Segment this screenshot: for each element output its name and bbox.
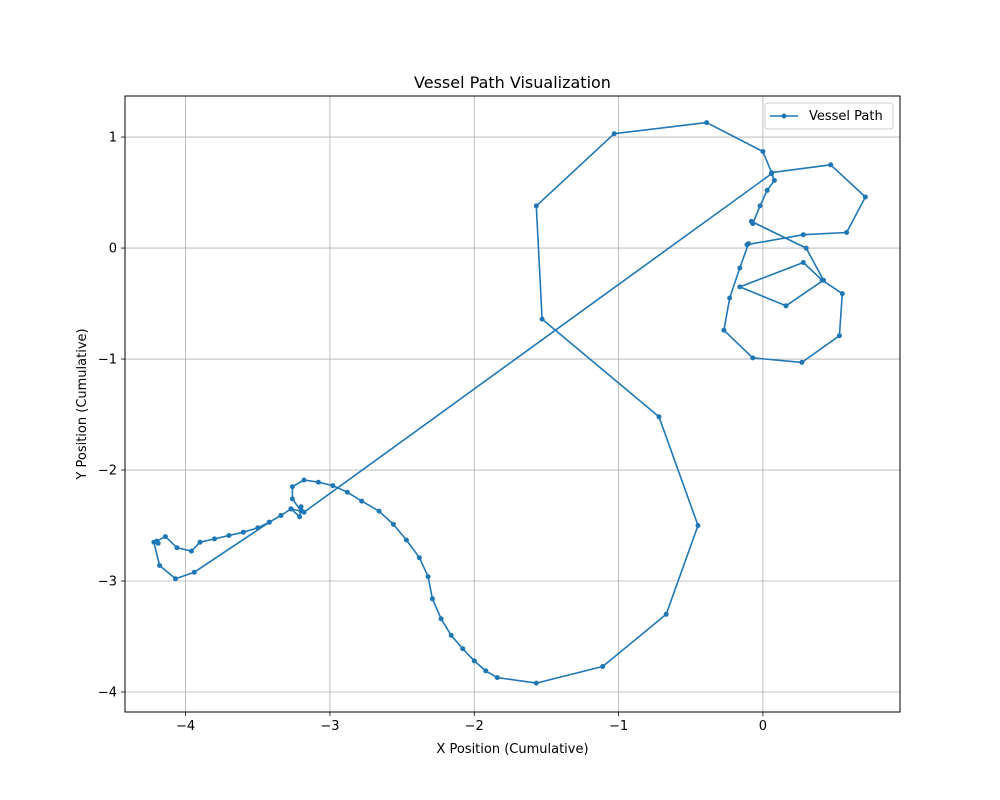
data-point: [315, 479, 321, 485]
grid-lines: [125, 96, 900, 712]
data-point: [191, 569, 197, 575]
data-point: [438, 616, 444, 622]
legend-label-vessel-path: Vessel Path: [809, 109, 883, 124]
x-tick-label: −1: [609, 719, 628, 734]
data-point: [844, 230, 850, 235]
data-point: [330, 483, 336, 489]
y-tick-label: 0: [109, 242, 117, 257]
data-point: [839, 291, 845, 297]
data-point: [359, 498, 365, 504]
plot-area-background: [125, 96, 900, 712]
data-point: [174, 545, 180, 551]
data-point: [611, 131, 617, 137]
axis-ticks: −4 −3 −2 −1 0 −4 −3 −2 −1 0 1: [98, 131, 767, 734]
data-point: [460, 646, 466, 652]
data-point: [197, 539, 203, 545]
data-point: [760, 149, 766, 154]
x-tick-label: −4: [176, 719, 195, 734]
data-point: [226, 533, 232, 538]
data-point: [721, 327, 727, 333]
data-point: [425, 574, 431, 580]
data-point: [255, 525, 261, 531]
data-point: [298, 504, 304, 510]
y-tick-label: −2: [98, 464, 117, 479]
data-point: [151, 539, 157, 545]
x-tick-label: −2: [465, 719, 484, 734]
data-point: [737, 265, 743, 271]
data-point: [862, 194, 868, 200]
data-point: [188, 548, 194, 554]
plot-area-frame: [124, 95, 901, 713]
x-tick-label: 0: [759, 719, 767, 734]
data-point: [301, 477, 307, 483]
data-point: [800, 232, 806, 238]
x-tick-label: −3: [320, 719, 339, 734]
data-point: [821, 277, 826, 283]
data-point: [483, 668, 489, 674]
data-point: [289, 484, 295, 490]
data-point: [390, 521, 396, 527]
data-point: [836, 333, 842, 339]
data-point: [533, 203, 539, 209]
y-tick-label: −1: [98, 353, 117, 368]
data-point: [800, 260, 806, 265]
data-point: [416, 555, 422, 561]
data-point: [212, 536, 217, 542]
y-tick-label: −4: [98, 686, 117, 701]
data-point: [376, 508, 382, 514]
y-axis-label: Y Position (Cumulative): [75, 328, 90, 480]
data-point: [266, 519, 272, 525]
y-tick-label: 1: [109, 131, 117, 146]
data-point: [764, 187, 770, 193]
data-point: [656, 414, 662, 420]
legend-marker-swatch: [781, 113, 787, 119]
data-point: [600, 664, 606, 669]
data-point: [704, 120, 710, 126]
data-point: [157, 563, 163, 568]
data-point: [783, 303, 789, 309]
data-point: [769, 171, 775, 177]
series-layer: [151, 120, 868, 686]
data-point: [757, 203, 763, 209]
data-point: [533, 680, 539, 686]
data-point: [344, 489, 350, 495]
data-point: [746, 241, 751, 247]
data-point: [663, 611, 669, 617]
data-point: [289, 496, 295, 502]
data-point: [803, 245, 809, 251]
data-point: [288, 506, 294, 512]
data-point: [471, 658, 477, 664]
data-point: [494, 675, 500, 681]
data-point: [448, 632, 454, 638]
data-point: [750, 221, 756, 227]
data-point: [155, 540, 161, 546]
data-point: [301, 509, 307, 515]
x-axis-label: X Position (Cumulative): [436, 742, 588, 757]
data-point: [162, 534, 168, 540]
data-point: [750, 355, 756, 361]
data-point: [278, 513, 284, 518]
data-point: [727, 295, 733, 301]
data-point: [240, 529, 246, 535]
y-tick-label: −3: [98, 575, 117, 590]
data-point: [695, 523, 701, 528]
data-point: [429, 596, 435, 602]
data-point: [799, 359, 805, 365]
data-point: [403, 537, 409, 543]
data-point: [297, 514, 303, 520]
data-point: [737, 284, 743, 290]
legend-box: [764, 102, 894, 130]
data-point: [539, 316, 545, 322]
data-point: [828, 162, 834, 168]
chart-title: Vessel Path Visualization: [414, 73, 611, 92]
data-point: [173, 576, 178, 582]
data-point: [771, 177, 777, 183]
legend: Vessel Path: [764, 102, 894, 130]
